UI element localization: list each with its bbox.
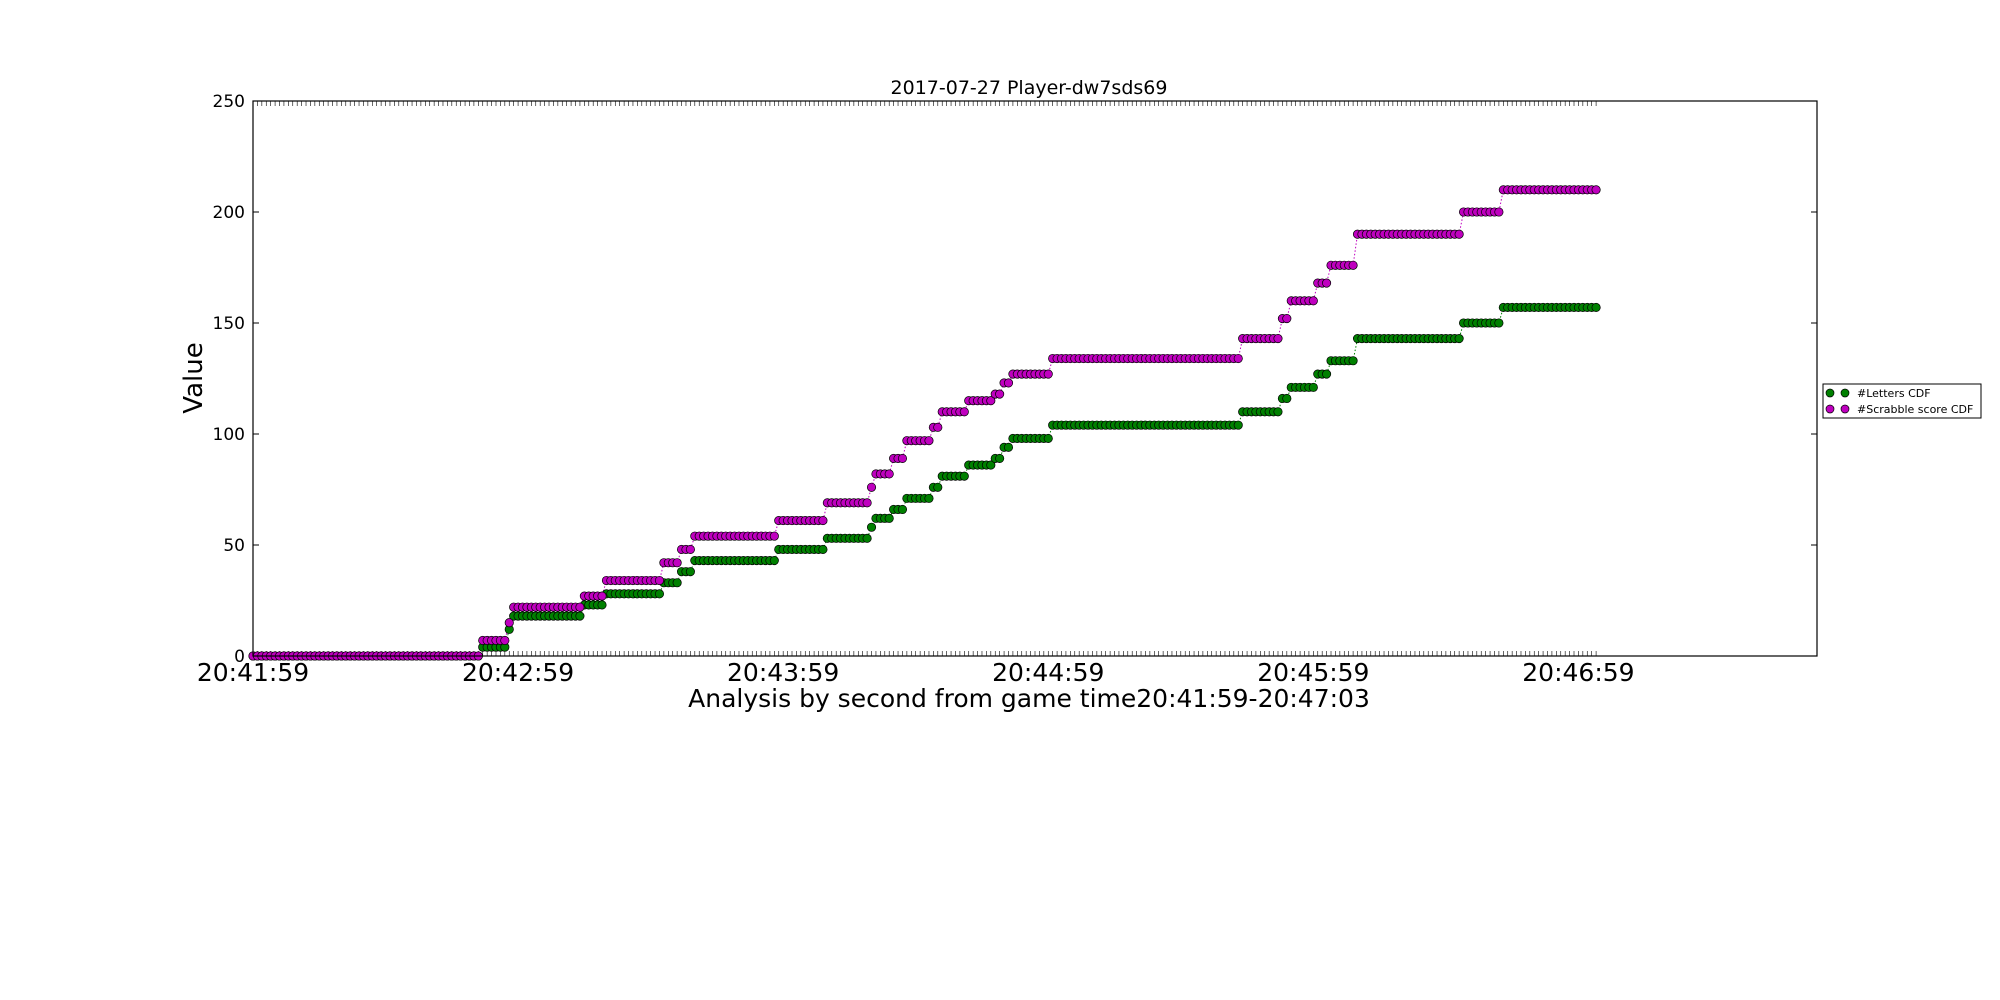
y-tick-label: 100 bbox=[213, 425, 245, 445]
data-point bbox=[866, 482, 877, 492]
x-tick-label: 20:43:59 bbox=[727, 658, 839, 687]
series-lines bbox=[253, 189, 1597, 657]
data-point bbox=[986, 396, 996, 406]
data-point bbox=[1273, 407, 1283, 417]
y-axis-label: Value bbox=[179, 342, 209, 413]
data-point bbox=[597, 600, 607, 610]
x-tick-label: 20:46:59 bbox=[1522, 658, 1634, 687]
data-point bbox=[995, 453, 1005, 463]
data-point bbox=[597, 591, 607, 601]
legend-marker bbox=[1840, 388, 1850, 398]
y-tick-label: 0 bbox=[234, 647, 245, 667]
series-line-1 bbox=[253, 306, 1597, 657]
data-point bbox=[504, 618, 514, 628]
data-point bbox=[866, 522, 877, 532]
chart-title: 2017-07-27 Player-dw7sds69 bbox=[891, 77, 1168, 99]
data-point bbox=[685, 567, 695, 577]
data-point bbox=[685, 544, 695, 554]
data-point bbox=[769, 555, 779, 566]
data-point bbox=[933, 482, 943, 492]
legend-marker bbox=[1825, 404, 1835, 414]
data-point bbox=[1308, 296, 1318, 306]
data-point bbox=[818, 516, 828, 526]
data-point bbox=[884, 513, 894, 523]
y-tick-label: 50 bbox=[223, 536, 245, 556]
data-point bbox=[1282, 393, 1292, 404]
y-tick-label: 250 bbox=[213, 92, 245, 112]
series-line-2 bbox=[253, 189, 1597, 657]
data-point bbox=[995, 389, 1005, 399]
data-point bbox=[884, 469, 894, 479]
legend-box bbox=[1822, 383, 1982, 419]
data-point bbox=[672, 558, 682, 568]
data-point bbox=[959, 407, 969, 417]
data-point bbox=[1494, 207, 1504, 217]
legend-marker bbox=[1840, 404, 1850, 414]
data-point bbox=[1233, 420, 1243, 430]
x-tick-label: 20:41:59 bbox=[197, 658, 309, 687]
x-axis-label: Analysis by second from game time20:41:5… bbox=[688, 684, 1370, 713]
data-point bbox=[1591, 185, 1601, 195]
data-point bbox=[769, 531, 779, 541]
x-tick-label: 20:42:59 bbox=[462, 658, 574, 687]
data-point bbox=[986, 460, 996, 470]
data-point bbox=[1273, 333, 1283, 344]
axis-ticks: 0 50 100 150 200 250 20:41:59 20:42:59 20:43:59 2… bbox=[197, 92, 1817, 687]
data-point bbox=[1591, 302, 1601, 313]
data-point bbox=[862, 498, 872, 508]
data-point bbox=[672, 578, 682, 588]
data-point bbox=[500, 635, 510, 646]
data-point bbox=[1494, 318, 1504, 328]
data-point bbox=[897, 453, 908, 463]
data-point bbox=[862, 533, 872, 543]
data-point bbox=[1454, 333, 1464, 344]
y-tick-label: 150 bbox=[213, 314, 245, 334]
data-point bbox=[1043, 433, 1053, 443]
data-point bbox=[924, 436, 934, 446]
data-point bbox=[818, 544, 828, 554]
data-point bbox=[1348, 260, 1358, 270]
legend-marker bbox=[1825, 388, 1835, 398]
plot-area-frame bbox=[252, 100, 1818, 657]
data-point bbox=[1043, 369, 1053, 379]
data-point bbox=[1454, 229, 1464, 239]
data-point bbox=[1322, 278, 1332, 288]
data-point bbox=[1322, 369, 1332, 379]
data-point bbox=[1282, 314, 1292, 324]
data-point bbox=[924, 493, 934, 503]
data-point bbox=[654, 575, 665, 586]
data-point bbox=[575, 602, 585, 612]
data-point bbox=[1003, 442, 1014, 452]
data-point bbox=[1003, 378, 1014, 388]
data-point bbox=[1233, 353, 1243, 364]
legend-label: #Letters CDF bbox=[1857, 387, 1931, 400]
data-point bbox=[575, 611, 585, 621]
x-tick-label: 20:44:59 bbox=[992, 658, 1104, 687]
y-tick-label: 200 bbox=[213, 203, 245, 223]
data-point bbox=[654, 589, 665, 599]
x-tick-label: 20:45:59 bbox=[1257, 658, 1369, 687]
data-point bbox=[1308, 382, 1318, 392]
data-point bbox=[897, 504, 908, 515]
data-point bbox=[959, 471, 969, 481]
legend-label: #Scrabble score CDF bbox=[1857, 403, 1973, 416]
data-point bbox=[1348, 356, 1358, 366]
data-points bbox=[248, 185, 1601, 661]
legend: #Letters CDF #Scrabble score CDF bbox=[1822, 383, 1982, 419]
data-point bbox=[933, 422, 943, 432]
